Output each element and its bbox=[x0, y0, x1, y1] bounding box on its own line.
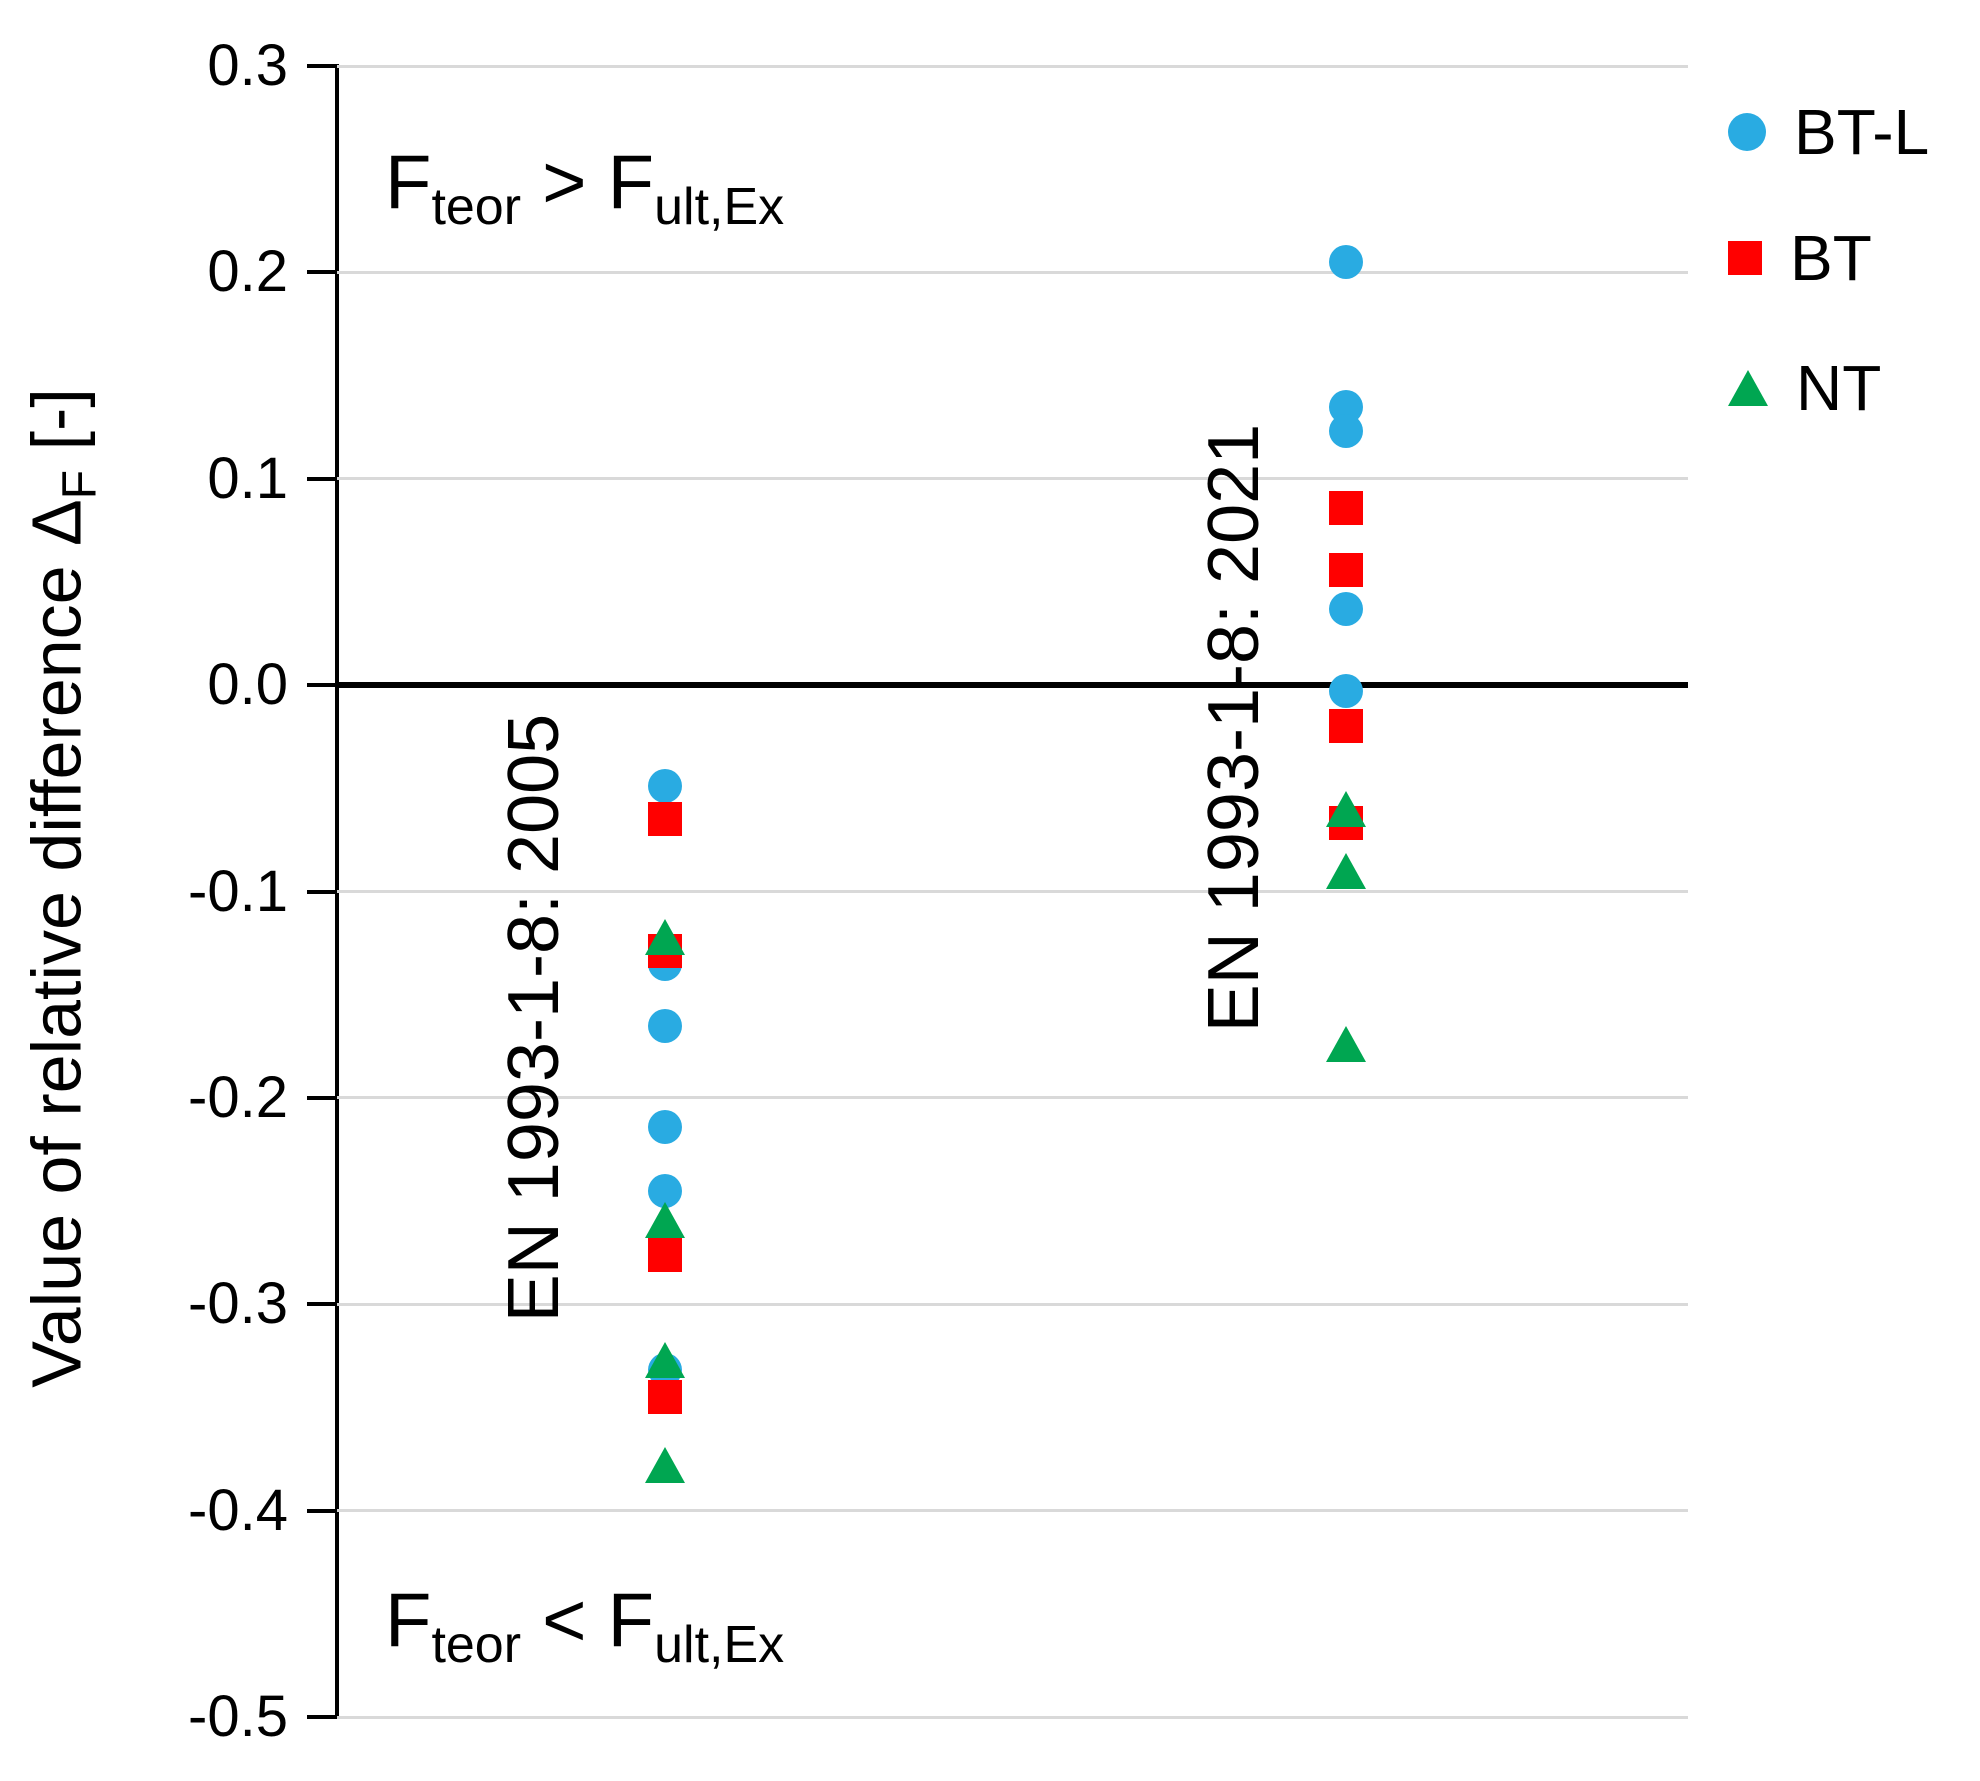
legend-label-bt: BT bbox=[1790, 222, 1872, 294]
category-label-en-1993-1-8-2021: EN 1993-1-8: 2021 bbox=[1194, 423, 1274, 1033]
annotation-bottom-f1: F bbox=[385, 1578, 432, 1663]
y-tick-label--0.1: -0.1 bbox=[188, 858, 288, 924]
annotation-top-sub2: ult,Ex bbox=[654, 178, 785, 237]
y-tick--0.2 bbox=[307, 1095, 337, 1100]
data-point-btl-0-3 bbox=[648, 1109, 682, 1144]
y-tick-0.2 bbox=[307, 270, 337, 275]
legend-item-nt: NT bbox=[1728, 356, 1881, 420]
data-point-nt-0-0 bbox=[645, 918, 685, 955]
annotation-fteor-less: Fteor < Fult,Ex bbox=[385, 1583, 785, 1675]
y-tick--0.4 bbox=[307, 1508, 337, 1513]
gridline-0.2 bbox=[337, 270, 1688, 274]
data-point-btl-1-3 bbox=[1329, 591, 1363, 626]
data-point-nt-1-1 bbox=[1326, 852, 1366, 889]
y-tick--0.3 bbox=[307, 1302, 337, 1307]
zero-axis-line bbox=[337, 682, 1688, 689]
data-point-btl-1-2 bbox=[1329, 414, 1363, 449]
y-tick-0.0 bbox=[307, 683, 337, 688]
category-label-en-1993-1-8-2005: EN 1993-1-8: 2005 bbox=[494, 713, 574, 1323]
annotation-top-operator: > bbox=[521, 140, 608, 225]
gridline--0.1 bbox=[337, 890, 1688, 893]
gridline--0.4 bbox=[337, 1509, 1688, 1513]
annotation-bottom-sub2: ult,Ex bbox=[654, 1616, 785, 1675]
data-point-bt-1-2 bbox=[1329, 709, 1363, 744]
annotation-top-sub1: teor bbox=[431, 178, 522, 237]
data-point-btl-0-0 bbox=[648, 769, 682, 804]
legend-item-bt: BT bbox=[1728, 226, 1872, 290]
annotation-bottom-sub1: teor bbox=[431, 1616, 522, 1675]
annotation-bottom-f2: F bbox=[607, 1578, 655, 1663]
legend-label-btl: BT-L bbox=[1794, 96, 1930, 168]
bt-square-icon bbox=[1728, 241, 1762, 275]
data-point-bt-1-0 bbox=[1329, 490, 1363, 525]
annotation-bottom-operator: < bbox=[521, 1578, 608, 1663]
gridline-0.1 bbox=[337, 477, 1688, 481]
legend-label-nt: NT bbox=[1796, 352, 1882, 424]
data-point-bt-0-3 bbox=[648, 1380, 682, 1415]
y-tick-label-0.2: 0.2 bbox=[207, 239, 288, 305]
y-tick-label--0.5: -0.5 bbox=[188, 1684, 288, 1749]
data-point-bt-0-2 bbox=[648, 1237, 682, 1272]
data-point-bt-0-0 bbox=[648, 802, 682, 837]
y-tick-0.3 bbox=[307, 64, 337, 68]
gridline-0.3 bbox=[337, 64, 1688, 68]
annotation-top-f2: F bbox=[607, 140, 655, 225]
data-point-bt-1-1 bbox=[1329, 552, 1363, 587]
gridline--0.3 bbox=[337, 1302, 1688, 1306]
legend-item-btl: BT-L bbox=[1728, 100, 1929, 164]
y-tick-label--0.3: -0.3 bbox=[188, 1271, 288, 1337]
data-point-nt-0-1 bbox=[645, 1201, 685, 1238]
y-tick--0.1 bbox=[307, 889, 337, 894]
y-tick--0.5 bbox=[307, 1715, 337, 1719]
y-tick-label-0.3: 0.3 bbox=[207, 33, 288, 98]
annotation-top-f1: F bbox=[385, 140, 432, 225]
gridline--0.5 bbox=[337, 1715, 1688, 1719]
y-tick-label-0.1: 0.1 bbox=[207, 445, 288, 511]
data-point-btl-1-0 bbox=[1329, 245, 1363, 280]
data-point-nt-1-0 bbox=[1326, 790, 1366, 827]
data-point-nt-1-2 bbox=[1326, 1026, 1366, 1063]
btl-circle-icon bbox=[1728, 113, 1766, 151]
data-point-nt-0-2 bbox=[645, 1341, 685, 1378]
data-point-btl-1-4 bbox=[1329, 674, 1363, 709]
y-tick-0.1 bbox=[307, 476, 337, 481]
y-tick-label-0.0: 0.0 bbox=[207, 652, 288, 718]
y-axis-title-text: Value of relative difference Δ bbox=[17, 499, 96, 1388]
nt-triangle-icon bbox=[1728, 370, 1768, 406]
gridline--0.2 bbox=[337, 1096, 1688, 1100]
annotation-fteor-greater: Fteor > Fult,Ex bbox=[385, 145, 785, 237]
y-tick-label--0.4: -0.4 bbox=[188, 1477, 288, 1543]
data-point-nt-0-3 bbox=[645, 1447, 685, 1484]
data-point-btl-0-2 bbox=[648, 1008, 682, 1043]
y-tick-label--0.2: -0.2 bbox=[188, 1064, 288, 1130]
